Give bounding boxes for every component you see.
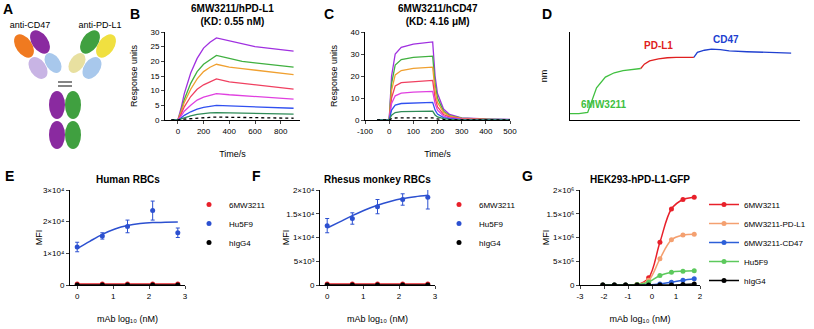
svg-text:10: 10 bbox=[350, 94, 359, 103]
svg-text:Hu5F9: Hu5F9 bbox=[229, 220, 254, 229]
svg-text:1: 1 bbox=[361, 292, 366, 301]
svg-text:-3: -3 bbox=[576, 292, 584, 301]
svg-text:6MW3211-CD47: 6MW3211-CD47 bbox=[744, 239, 804, 248]
svg-text:1×10⁴: 1×10⁴ bbox=[43, 249, 65, 258]
svg-text:3×10⁴: 3×10⁴ bbox=[43, 186, 65, 195]
svg-text:0: 0 bbox=[310, 281, 315, 290]
svg-text:30: 30 bbox=[350, 50, 359, 59]
svg-text:5: 5 bbox=[155, 101, 160, 110]
svg-text:-2: -2 bbox=[600, 292, 608, 301]
svg-text:300: 300 bbox=[455, 127, 469, 136]
svg-text:6MW3211/hPD-L1(KD: 0.55 nM): 6MW3211/hPD-L1(KD: 0.55 nM) bbox=[191, 3, 274, 27]
svg-text:mAb log₁₀ (nM): mAb log₁₀ (nM) bbox=[347, 314, 408, 324]
svg-text:PD-L1: PD-L1 bbox=[644, 40, 673, 51]
svg-text:C: C bbox=[324, 6, 334, 22]
svg-text:E: E bbox=[5, 168, 14, 184]
svg-text:B: B bbox=[130, 6, 140, 22]
svg-text:0: 0 bbox=[176, 127, 181, 136]
svg-text:2×10⁴: 2×10⁴ bbox=[43, 217, 65, 226]
svg-text:mAb log₁₀ (nM): mAb log₁₀ (nM) bbox=[610, 314, 671, 324]
svg-text:0: 0 bbox=[650, 292, 655, 301]
svg-text:500: 500 bbox=[503, 127, 517, 136]
svg-text:0: 0 bbox=[355, 116, 360, 125]
svg-text:Human RBCs: Human RBCs bbox=[96, 174, 160, 185]
svg-text:25: 25 bbox=[150, 42, 159, 51]
svg-text:0: 0 bbox=[387, 127, 392, 136]
svg-text:HEK293-hPD-L1-GFP: HEK293-hPD-L1-GFP bbox=[590, 174, 690, 185]
svg-text:15: 15 bbox=[150, 72, 159, 81]
svg-text:6MW3211: 6MW3211 bbox=[581, 99, 626, 110]
svg-text:20: 20 bbox=[350, 72, 359, 81]
svg-text:10: 10 bbox=[150, 86, 159, 95]
svg-text:Hu5F9: Hu5F9 bbox=[744, 258, 769, 267]
svg-text:6MW3211-PD-L1: 6MW3211-PD-L1 bbox=[744, 220, 806, 229]
svg-text:anti-PD-L1: anti-PD-L1 bbox=[78, 20, 121, 30]
svg-text:nm: nm bbox=[539, 70, 549, 83]
svg-text:0: 0 bbox=[570, 281, 575, 290]
svg-text:800: 800 bbox=[274, 127, 288, 136]
svg-text:200: 200 bbox=[431, 127, 445, 136]
svg-text:hIgG4: hIgG4 bbox=[479, 239, 501, 248]
svg-text:5×10³: 5×10³ bbox=[294, 257, 315, 266]
svg-text:3: 3 bbox=[183, 292, 188, 301]
svg-text:2×10⁴: 2×10⁴ bbox=[293, 186, 315, 195]
svg-text:1: 1 bbox=[111, 292, 116, 301]
svg-text:Time/s: Time/s bbox=[219, 149, 246, 159]
svg-text:20: 20 bbox=[150, 57, 159, 66]
svg-text:Time/s: Time/s bbox=[424, 149, 451, 159]
svg-text:2: 2 bbox=[147, 292, 152, 301]
svg-text:400: 400 bbox=[223, 127, 237, 136]
svg-text:6MW3211: 6MW3211 bbox=[479, 201, 515, 210]
svg-text:2: 2 bbox=[397, 292, 402, 301]
svg-text:Response units: Response units bbox=[329, 44, 339, 107]
svg-text:-100: -100 bbox=[357, 127, 374, 136]
svg-text:2: 2 bbox=[698, 292, 703, 301]
svg-text:0: 0 bbox=[325, 292, 330, 301]
svg-text:0: 0 bbox=[60, 281, 65, 290]
svg-text:CD47: CD47 bbox=[713, 34, 739, 45]
svg-text:30: 30 bbox=[150, 28, 159, 37]
svg-text:mAb log₁₀ (nM): mAb log₁₀ (nM) bbox=[97, 314, 158, 324]
svg-text:Response units: Response units bbox=[129, 44, 139, 107]
svg-text:6MW3211/hCD47(KD: 4.16 μM): 6MW3211/hCD47(KD: 4.16 μM) bbox=[398, 3, 478, 27]
svg-text:1.5×10⁶: 1.5×10⁶ bbox=[546, 210, 574, 219]
svg-text:5×10⁵: 5×10⁵ bbox=[553, 257, 574, 266]
svg-text:MFI: MFI bbox=[541, 230, 551, 246]
svg-text:0: 0 bbox=[155, 116, 160, 125]
svg-text:hIgG4: hIgG4 bbox=[744, 277, 766, 286]
svg-text:A: A bbox=[3, 1, 13, 17]
svg-text:D: D bbox=[542, 6, 552, 22]
svg-text:200: 200 bbox=[197, 127, 211, 136]
svg-text:600: 600 bbox=[248, 127, 262, 136]
svg-text:1×10⁶: 1×10⁶ bbox=[553, 233, 574, 242]
svg-text:F: F bbox=[252, 168, 261, 184]
svg-text:MFI: MFI bbox=[281, 230, 291, 246]
svg-text:6MW3211: 6MW3211 bbox=[229, 201, 265, 210]
svg-text:hIgG4: hIgG4 bbox=[229, 239, 251, 248]
svg-text:40: 40 bbox=[350, 28, 359, 37]
svg-text:-1: -1 bbox=[624, 292, 632, 301]
svg-text:1.5×10⁴: 1.5×10⁴ bbox=[286, 210, 315, 219]
svg-text:2×10⁶: 2×10⁶ bbox=[553, 186, 574, 195]
svg-text:400: 400 bbox=[479, 127, 493, 136]
svg-text:Hu5F9: Hu5F9 bbox=[479, 220, 504, 229]
svg-text:1×10⁴: 1×10⁴ bbox=[293, 233, 315, 242]
svg-text:3: 3 bbox=[433, 292, 438, 301]
svg-text:MFI: MFI bbox=[34, 230, 44, 246]
svg-text:6MW3211: 6MW3211 bbox=[744, 201, 780, 210]
svg-text:100: 100 bbox=[407, 127, 421, 136]
svg-text:anti-CD47: anti-CD47 bbox=[10, 20, 51, 30]
svg-text:Rhesus monkey RBCs: Rhesus monkey RBCs bbox=[324, 174, 431, 185]
svg-text:1: 1 bbox=[674, 292, 679, 301]
svg-text:G: G bbox=[522, 168, 533, 184]
svg-text:0: 0 bbox=[75, 292, 80, 301]
